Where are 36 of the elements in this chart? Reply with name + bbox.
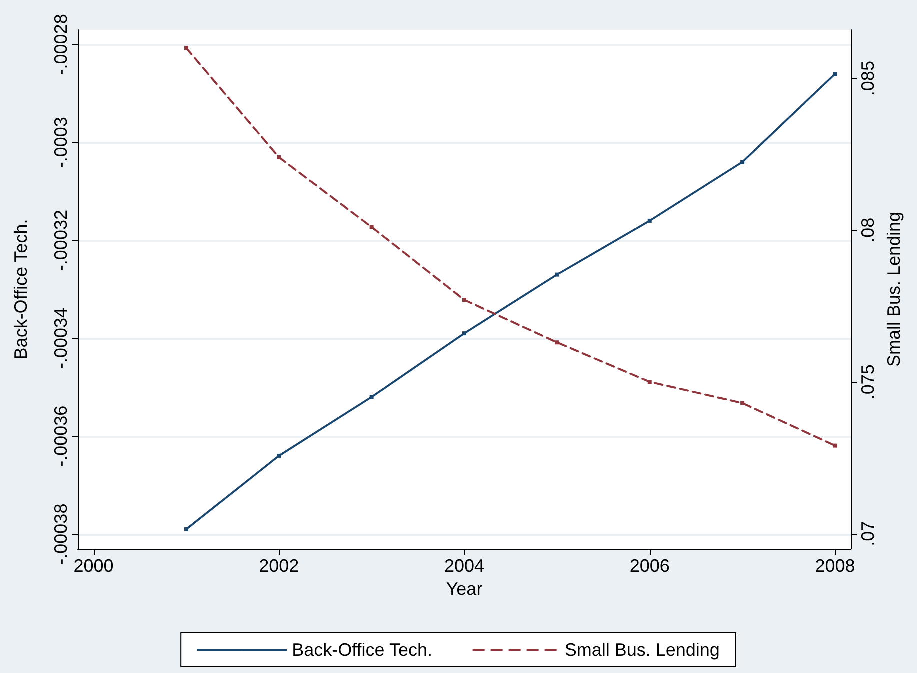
y-tick-label: -.00028 bbox=[51, 14, 71, 76]
point bbox=[462, 298, 466, 302]
y-tick-label: -.0003 bbox=[51, 117, 71, 168]
point bbox=[833, 444, 838, 448]
point bbox=[740, 160, 745, 164]
y-tick-label: -.00032 bbox=[51, 210, 71, 272]
point bbox=[277, 454, 282, 458]
point bbox=[277, 155, 282, 160]
x-tick-label: 2008 bbox=[815, 556, 856, 576]
point bbox=[184, 46, 188, 50]
x-tick-label: 2006 bbox=[630, 556, 670, 576]
legend-label: Small Bus. Lending bbox=[564, 640, 720, 660]
y-tick-label: -.00034 bbox=[51, 308, 71, 369]
point bbox=[370, 395, 374, 400]
y-axis-title: Back-Office Tech. bbox=[11, 219, 31, 360]
x-axis-title: Year bbox=[446, 578, 483, 599]
x-tick-label: 2000 bbox=[74, 556, 114, 576]
point bbox=[555, 272, 560, 277]
point bbox=[648, 380, 652, 384]
y2-tick-label: .08 bbox=[858, 218, 878, 243]
y-tick-label: -.00036 bbox=[51, 406, 71, 467]
x-tick-label: 2002 bbox=[259, 556, 300, 576]
legend-label: Back-Office Tech. bbox=[292, 640, 432, 660]
point bbox=[833, 72, 838, 76]
point bbox=[462, 332, 466, 336]
point bbox=[648, 218, 652, 223]
point bbox=[555, 340, 560, 345]
y-tick-label: -.00038 bbox=[51, 504, 71, 565]
y2-tick-label: .07 bbox=[858, 521, 878, 546]
y2-tick-label: .075 bbox=[858, 364, 878, 400]
point bbox=[370, 225, 374, 230]
point bbox=[184, 527, 188, 532]
y2-axis-title: Small Bus. Lending bbox=[884, 212, 904, 368]
x-tick-label: 2004 bbox=[444, 556, 485, 576]
y2-tick-label: .085 bbox=[858, 61, 878, 96]
point bbox=[740, 401, 745, 406]
